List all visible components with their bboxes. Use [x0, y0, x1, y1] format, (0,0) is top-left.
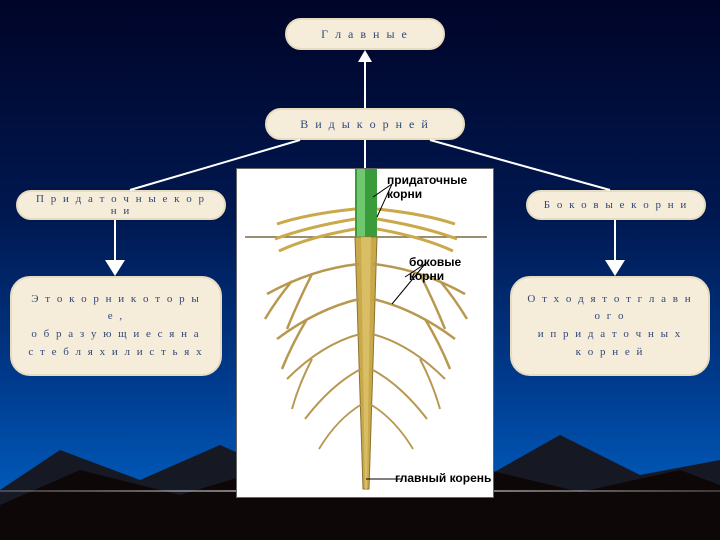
node-types: В и д ы к о р н е й — [265, 108, 465, 140]
node-lateral-label: Б о к о в ы е к о р н и — [544, 199, 689, 211]
diagram-label-main: главный корень — [395, 471, 491, 485]
node-types-label: В и д ы к о р н е й — [300, 117, 430, 132]
arrow-lat-down-head — [605, 260, 625, 276]
root-diagram: придаточные корни боковые корни главный … — [236, 168, 494, 498]
node-lateral-desc-label: О т х о д я т о т г л а в н о г о и п р … — [526, 291, 694, 361]
diagram-label-adventitious: придаточные корни — [387, 173, 493, 201]
arrow-types-to-main-head — [358, 50, 372, 62]
node-adventitious: П р и д а т о ч н ы е к о р н и — [16, 190, 226, 220]
arrow-adv-down — [114, 220, 116, 264]
node-adventitious-desc: Э т о к о р н и к о т о р ы е , о б р а … — [10, 276, 222, 376]
node-main-label: Г л а в н ы е — [321, 27, 409, 42]
node-main: Г л а в н ы е — [285, 18, 445, 50]
node-adventitious-desc-label: Э т о к о р н и к о т о р ы е , о б р а … — [26, 291, 206, 361]
arrow-types-to-main — [364, 62, 366, 108]
arrow-lat-down — [614, 220, 616, 264]
arrow-adv-down-head — [105, 260, 125, 276]
node-lateral: Б о к о в ы е к о р н и — [526, 190, 706, 220]
node-lateral-desc: О т х о д я т о т г л а в н о г о и п р … — [510, 276, 710, 376]
diagram-label-lateral: боковые корни — [409, 255, 493, 283]
node-adventitious-label: П р и д а т о ч н ы е к о р н и — [30, 193, 212, 217]
